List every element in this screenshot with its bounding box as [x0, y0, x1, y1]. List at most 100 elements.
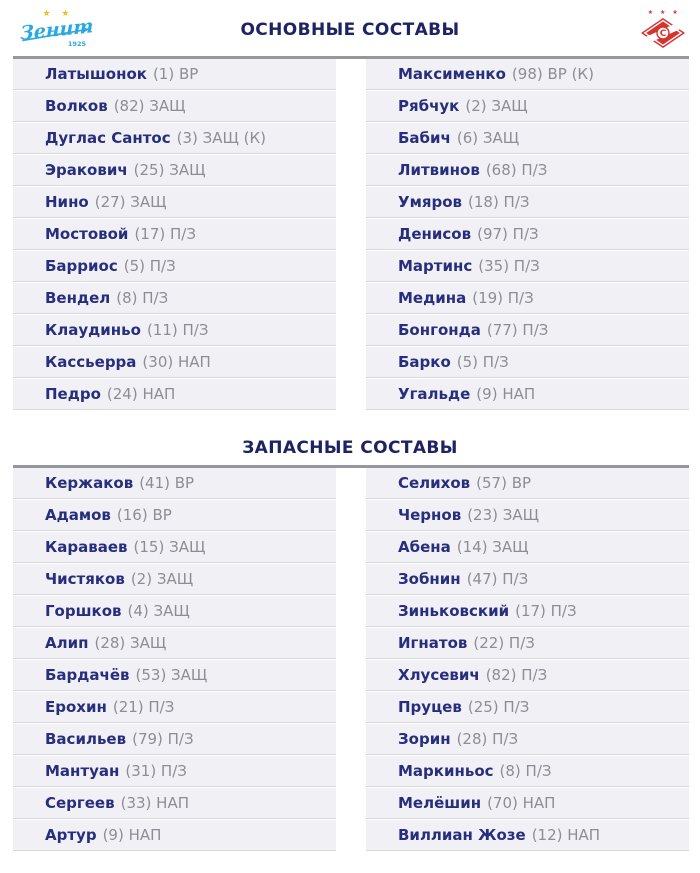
player-name: Нино: [45, 193, 89, 211]
subs-title: ЗАПАСНЫЕ СОСТАВЫ: [242, 438, 458, 458]
player-number-position: (97) П/З: [477, 225, 539, 243]
main-lineups-section: Латышонок (1) ВР Волков (82) ЗАЩ Дуглас …: [13, 56, 689, 411]
player-row: Нино (27) ЗАЩ: [13, 187, 336, 217]
player-name: Маркиньос: [398, 762, 494, 780]
player-row: Ерохин (21) П/З: [13, 692, 336, 722]
player-row: Зобнин (47) П/З: [366, 564, 689, 594]
player-name: Кержаков: [45, 474, 134, 492]
player-row: Караваев (15) ЗАЩ: [13, 532, 336, 562]
player-name: Чистяков: [45, 570, 125, 588]
player-name: Адамов: [45, 506, 111, 524]
player-number-position: (31) П/З: [125, 762, 187, 780]
player-number-position: (27) ЗАЩ: [94, 193, 167, 211]
player-number-position: (77) П/З: [486, 321, 549, 339]
player-name: Педро: [45, 385, 101, 403]
player-number-position: (2) ЗАЩ: [130, 570, 194, 588]
spartak-letter: С: [660, 29, 667, 39]
player-number-position: (79) П/З: [132, 730, 194, 748]
player-name: Абена: [398, 538, 451, 556]
player-number-position: (28) ЗАЩ: [94, 634, 167, 652]
player-name: Барко: [398, 353, 451, 371]
player-number-position: (53) ЗАЩ: [135, 666, 208, 684]
player-number-position: (9) НАП: [102, 826, 162, 844]
player-name: Мантуан: [45, 762, 120, 780]
player-name: Зобнин: [398, 570, 461, 588]
player-row: Хлусевич (82) П/З: [366, 660, 689, 690]
zenit-arrow-icon: [22, 27, 90, 42]
player-name: Зиньковский: [398, 602, 510, 620]
player-row: Медина (19) П/З: [366, 283, 689, 313]
player-number-position: (16) ВР: [116, 506, 172, 524]
player-row: Педро (24) НАП: [13, 379, 336, 409]
player-number-position: (25) ЗАЩ: [133, 161, 206, 179]
player-name: Волков: [45, 97, 108, 115]
player-name: Бабич: [398, 129, 451, 147]
player-number-position: (68) П/З: [485, 161, 548, 179]
player-name: Бардачёв: [45, 666, 130, 684]
player-number-position: (2) ЗАЩ: [465, 97, 528, 115]
player-number-position: (12) НАП: [531, 826, 601, 844]
player-row: Зиньковский (17) П/З: [366, 596, 689, 626]
player-number-position: (30) НАП: [142, 353, 211, 371]
player-name: Латышонок: [45, 65, 147, 83]
zenit-wordmark: Зенит: [20, 15, 94, 45]
player-number-position: (24) НАП: [106, 385, 176, 403]
player-row: Бардачёв (53) ЗАЩ: [13, 660, 336, 690]
player-number-position: (14) ЗАЩ: [456, 538, 529, 556]
player-number-position: (35) П/З: [478, 257, 540, 275]
player-number-position: (25) П/З: [467, 698, 530, 716]
player-number-position: (41) ВР: [139, 474, 195, 492]
player-number-position: (5) П/З: [123, 257, 176, 275]
player-row: Сергеев (33) НАП: [13, 788, 336, 818]
player-name: Артур: [45, 826, 97, 844]
player-row: Клаудиньо (11) П/З: [13, 315, 336, 345]
player-number-position: (15) ЗАЩ: [133, 538, 206, 556]
player-row: Кержаков (41) ВР: [13, 468, 336, 498]
player-name: Мелёшин: [398, 794, 482, 812]
player-name: Ерохин: [45, 698, 107, 716]
player-name: Мартинс: [398, 257, 473, 275]
player-row: Мостовой (17) П/З: [13, 219, 336, 249]
player-row: Мартинс (35) П/З: [366, 251, 689, 281]
player-number-position: (21) П/З: [112, 698, 175, 716]
player-row: Абена (14) ЗАЩ: [366, 532, 689, 562]
player-number-position: (82) П/З: [485, 666, 548, 684]
player-name: Вендел: [45, 289, 111, 307]
player-row: Кассьерра (30) НАП: [13, 347, 336, 377]
player-name: Селихов: [398, 474, 471, 492]
page-title: ОСНОВНЫЕ СОСТАВЫ: [240, 20, 460, 40]
player-number-position: (8) П/З: [499, 762, 552, 780]
zenit-stars-icon: ★ ★: [42, 9, 74, 19]
spartak-diamond-icon: С: [641, 18, 685, 48]
player-row: Алип (28) ЗАЩ: [13, 628, 336, 658]
subs-away-column: Селихов (57) ВР Чернов (23) ЗАЩ Абена (1…: [366, 468, 689, 852]
player-row: Игнатов (22) П/З: [366, 628, 689, 658]
spartak-stars-icon: ★ ★ ★ ★: [647, 9, 681, 24]
player-row: Латышонок (1) ВР: [13, 59, 336, 89]
player-number-position: (6) ЗАЩ: [456, 129, 520, 147]
player-row: Волков (82) ЗАЩ: [13, 91, 336, 121]
player-row: Виллиан Жозе (12) НАП: [366, 820, 689, 850]
header: ★ ★ Зенит 1925 ОСНОВНЫЕ СОСТАВЫ ★ ★ ★ ★: [0, 0, 700, 56]
player-number-position: (5) П/З: [456, 353, 509, 371]
player-number-position: (3) ЗАЩ (К): [176, 129, 267, 147]
player-row: Барриос (5) П/З: [13, 251, 336, 281]
main-away-column: Максименко (98) ВР (К) Рябчук (2) ЗАЩ Ба…: [366, 59, 689, 411]
player-name: Кассьерра: [45, 353, 137, 371]
player-number-position: (57) ВР: [476, 474, 532, 492]
player-number-position: (9) НАП: [476, 385, 536, 403]
player-row: Умяров (18) П/З: [366, 187, 689, 217]
player-row: Мантуан (31) П/З: [13, 756, 336, 786]
player-name: Бонгонда: [398, 321, 481, 339]
player-number-position: (33) НАП: [120, 794, 189, 812]
player-name: Алип: [45, 634, 89, 652]
player-name: Литвинов: [398, 161, 480, 179]
player-number-position: (4) ЗАЩ: [127, 602, 190, 620]
player-number-position: (1) ВР: [152, 65, 199, 83]
player-name: Максименко: [398, 65, 506, 83]
player-name: Медина: [398, 289, 467, 307]
player-number-position: (98) ВР (К): [511, 65, 594, 83]
player-number-position: (17) П/З: [515, 602, 577, 620]
player-number-position: (22) П/З: [473, 634, 535, 652]
player-number-position: (28) П/З: [456, 730, 519, 748]
